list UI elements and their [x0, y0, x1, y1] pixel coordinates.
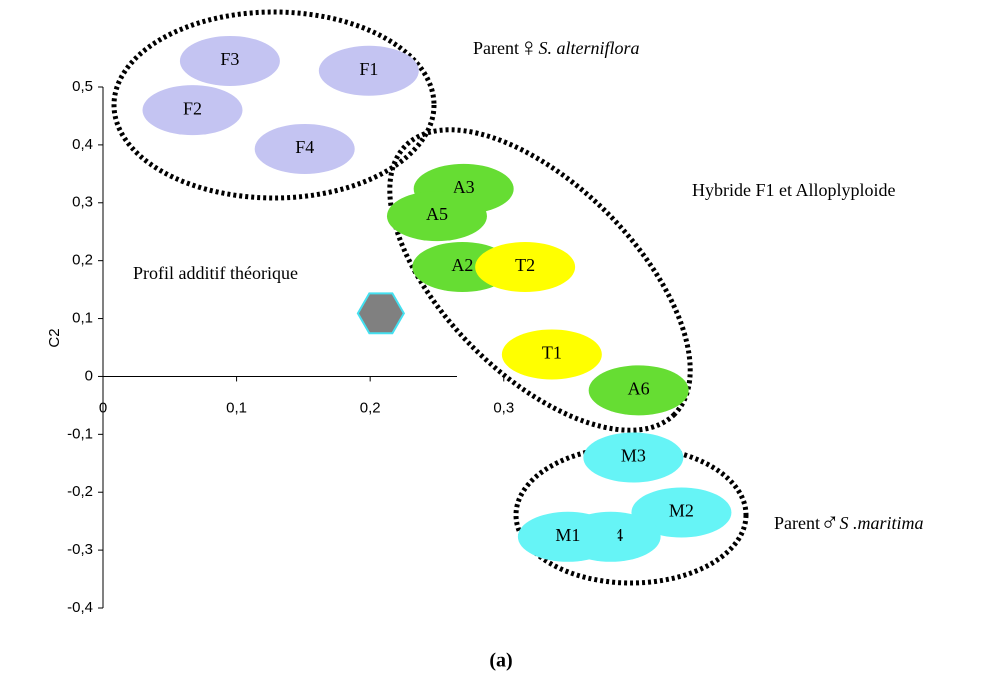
point-label: T1 [542, 343, 562, 363]
annotation: Parent♂S .maritima [774, 508, 924, 537]
y-tick-label: 0,3 [72, 194, 93, 211]
point-label: A3 [453, 177, 475, 197]
point [631, 487, 732, 538]
point [356, 292, 406, 335]
point [179, 35, 280, 86]
point-label: F4 [295, 137, 314, 157]
point [517, 511, 618, 562]
y-tick-label: 0,4 [72, 136, 93, 153]
point [475, 242, 576, 293]
x-tick-label: 0,1 [226, 399, 247, 416]
point-label: F3 [220, 49, 239, 69]
point-label: M2 [669, 501, 694, 521]
annotation-text: Parent [473, 38, 519, 58]
point-label: A5 [426, 204, 448, 224]
caption: (a) [489, 650, 512, 672]
point-label: F1 [359, 59, 378, 79]
point [583, 432, 684, 483]
point-label: F2 [183, 98, 202, 118]
y-tick-label: -0,4 [67, 599, 93, 616]
annotation-species: S .maritima [839, 513, 923, 533]
y-tick-label: 0 [85, 367, 93, 384]
hybrid-group-outline [387, 127, 693, 433]
y-tick-label: -0,3 [67, 541, 93, 558]
x-tick-label: 0,3 [493, 399, 514, 416]
point [588, 365, 689, 416]
male-group-outline [513, 444, 749, 586]
y-axis-label: C2 [46, 328, 63, 347]
annotation: Hybride F1 et Alloplyploide [692, 180, 895, 200]
point-label: A6 [628, 378, 650, 398]
annotation: Profil additif théorique [133, 263, 298, 283]
point-label: A2 [451, 255, 473, 275]
x-tick-label: 0 [99, 399, 107, 416]
female-group-outline [111, 9, 437, 201]
point [318, 45, 419, 96]
annotation-symbol: ♀ [519, 33, 539, 62]
group-outlines [111, 9, 749, 586]
point [501, 329, 602, 380]
annotation-symbol: ♂ [820, 508, 840, 537]
point [254, 123, 355, 174]
annotation-species: S. alterniflora [538, 38, 639, 58]
point [142, 85, 243, 136]
y-tick-label: 0,1 [72, 310, 93, 327]
y-tick-label: 0,5 [72, 78, 93, 95]
y-tick-label: -0,2 [67, 483, 93, 500]
annotation-text: Parent [774, 513, 820, 533]
point-label: M1 [555, 525, 580, 545]
annotation: Parent♀S. alterniflora [473, 33, 640, 62]
x-tick-label: 0,2 [360, 399, 381, 416]
point-label: M3 [621, 446, 646, 466]
y-tick-label: -0,1 [67, 425, 93, 442]
y-tick-label: 0,2 [72, 252, 93, 269]
point [386, 191, 487, 242]
point-label: T2 [515, 255, 535, 275]
